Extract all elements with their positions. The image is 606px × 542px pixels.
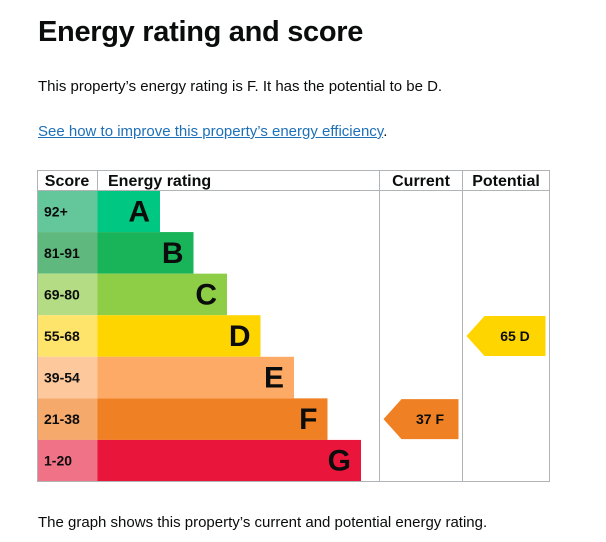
rating-letter-f: F [299,403,317,436]
score-range-label-f: 21-38 [44,411,80,427]
rating-bar-d [97,315,261,357]
score-range-cell-d [37,315,98,357]
score-range-cell-b [37,232,98,274]
graph-caption: The graph shows this property’s current … [38,514,488,531]
rating-bar-c [97,273,227,316]
score-range-cell-c [37,273,98,316]
header-potential: Potential [472,173,540,190]
potential-rating-arrow [466,316,546,356]
score-range-cell-g [37,439,98,482]
rating-letter-b: B [162,237,184,270]
score-range-cell-e [37,356,98,399]
score-range-label-b: 81-91 [44,245,80,261]
score-range-label-a: 92+ [44,203,68,219]
current-rating-arrow [383,399,459,440]
rating-letter-g: G [328,445,351,478]
rating-summary: This property’s energy rating is F. It h… [38,78,443,95]
rating-bar-f [97,398,328,440]
potential-rating-label: 65 D [500,328,530,344]
chart-border [37,170,550,482]
improve-efficiency-link[interactable]: See how to improve this property’s energ… [38,123,384,140]
score-range-label-d: 55-68 [44,328,80,344]
score-range-cell-a [37,190,98,233]
current-rating-label: 37 F [416,411,444,427]
rating-letter-d: D [229,320,251,353]
score-range-label-e: 39-54 [44,370,80,386]
rating-letter-c: C [195,278,217,311]
score-range-cell-f [37,398,98,440]
page-title: Energy rating and score [38,16,364,48]
header-score: Score [45,173,90,190]
header-current: Current [392,173,450,190]
rating-bar-e [97,356,294,399]
rating-bar-g [97,439,361,482]
link-suffix: . [383,123,388,140]
rating-bar-a [97,190,160,233]
rating-bar-b [97,232,194,274]
improve-link-line: See how to improve this property’s energ… [38,123,387,140]
score-range-label-c: 69-80 [44,286,80,302]
header-energy-rating: Energy rating [108,173,211,190]
score-range-label-g: 1-20 [44,453,72,469]
rating-letter-e: E [264,362,284,395]
rating-letter-a: A [128,195,150,228]
